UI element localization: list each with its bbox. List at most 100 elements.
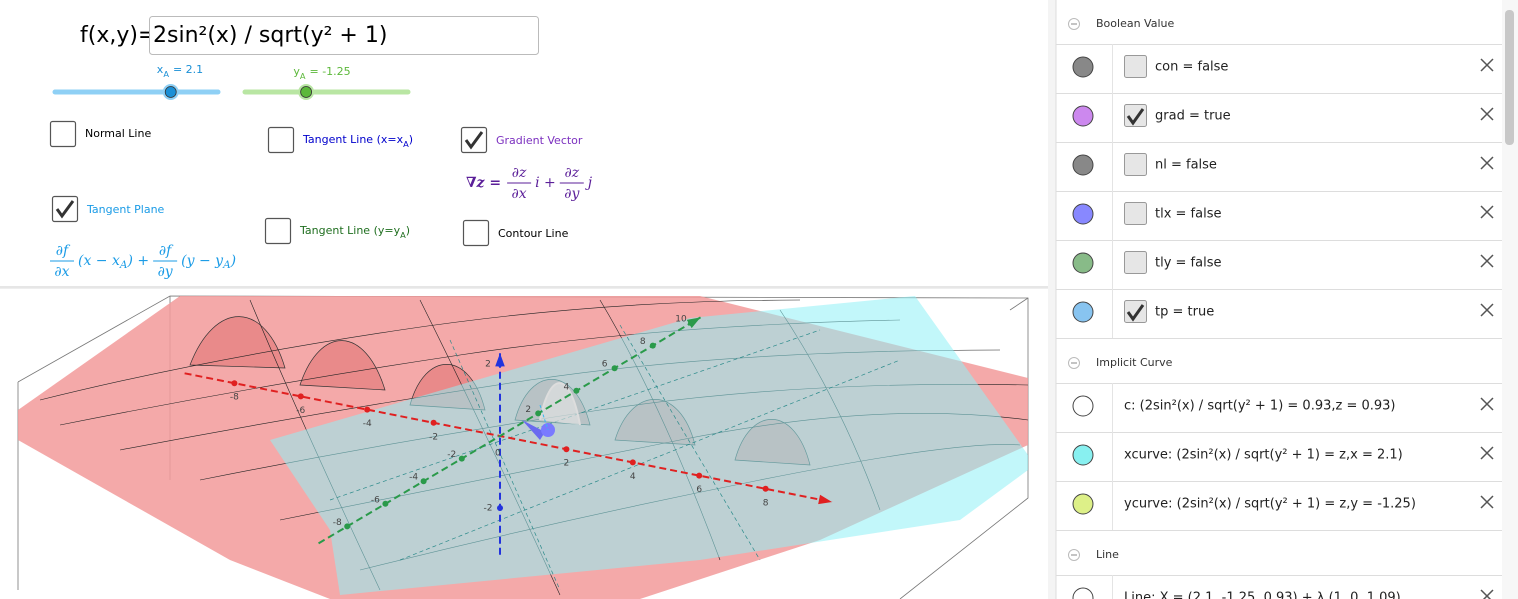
axis-tick: [458, 455, 465, 462]
axis-tick-label: 10: [675, 315, 687, 325]
checkbox[interactable]: [267, 126, 295, 154]
scrollbar-track: [1502, 0, 1518, 599]
formula-text: j: [585, 175, 593, 191]
checkbox[interactable]: [264, 217, 292, 245]
row-checkbox[interactable]: [1124, 202, 1147, 225]
axis-tick-label: 6: [696, 485, 702, 495]
row-checkbox[interactable]: [1124, 300, 1147, 323]
slider-knob[interactable]: [164, 86, 177, 98]
checkbox[interactable]: [51, 195, 79, 223]
delete-button[interactable]: [1480, 397, 1494, 411]
row-checkmark: [1126, 304, 1145, 322]
checkbox-label: Tangent Plane: [86, 203, 165, 216]
axis-tick-label: 2: [485, 360, 491, 370]
slider-label: xA = 2.1: [157, 63, 203, 79]
text-part: ): [230, 253, 236, 269]
text-part: Gradient Vector: [496, 134, 583, 147]
delete-button[interactable]: [1480, 58, 1494, 72]
axis-tick-label: -6: [296, 406, 305, 416]
visibility-toggle[interactable]: [1072, 203, 1094, 225]
axis-tick-label: 2: [564, 459, 570, 469]
input-value[interactable]: 2sin²(x) / sqrt(y² + 1): [153, 23, 387, 48]
checkbox-label: Gradient Vector: [496, 134, 583, 147]
gradient-vector: [522, 420, 545, 440]
axis-tick-label: -8: [333, 518, 342, 528]
scrollbar-thumb[interactable]: [1505, 10, 1514, 145]
axis-tick: [297, 393, 304, 400]
checkbox-label: Normal Line: [85, 127, 151, 140]
fraction-den: ∂x: [512, 186, 527, 202]
visibility-toggle[interactable]: [1072, 587, 1094, 599]
text-part: Normal Line: [85, 127, 151, 140]
normal-guide: [539, 404, 549, 431]
group-title: Boolean Value: [1096, 17, 1174, 30]
checkbox-label: Tangent Line (y=yA): [299, 224, 410, 240]
axis-tick: [231, 380, 238, 387]
axis-3d: [318, 316, 702, 545]
formula-text: ∇z =: [466, 175, 501, 191]
formula-text: (x − xA) +: [78, 253, 149, 271]
axis-tick-label: 4: [630, 472, 636, 482]
text-part: (x − x: [78, 253, 120, 269]
axis-tick: [696, 472, 703, 479]
row-checkbox[interactable]: [1124, 153, 1147, 176]
row-checkbox[interactable]: [1124, 251, 1147, 274]
subscript: A: [403, 139, 409, 149]
visibility-toggle[interactable]: [1072, 395, 1094, 417]
delete-button[interactable]: [1480, 107, 1494, 121]
delete-button[interactable]: [1480, 589, 1494, 599]
fraction-den: ∂y: [564, 186, 580, 202]
fraction-num: ∂f: [56, 243, 71, 259]
subscript: A: [222, 259, 231, 271]
delete-button[interactable]: [1480, 446, 1494, 460]
mesh-line: [619, 324, 761, 561]
row-checkbox[interactable]: [1124, 104, 1147, 127]
fraction-num: ∂z: [512, 165, 527, 181]
visibility-toggle[interactable]: [1072, 301, 1094, 323]
text-part: x: [157, 63, 164, 76]
delete-button[interactable]: [1480, 303, 1494, 317]
text-part: = -1.25: [309, 65, 350, 78]
checkbox[interactable]: [462, 219, 490, 247]
axis-tick-label: -6: [371, 495, 380, 505]
visibility-toggle[interactable]: [1072, 154, 1094, 176]
axis-tick: [497, 505, 503, 511]
checkbox[interactable]: [460, 126, 488, 154]
visibility-toggle[interactable]: [1072, 105, 1094, 127]
subscript: A: [300, 71, 306, 81]
row-text: grad = true: [1155, 109, 1231, 124]
checkbox[interactable]: [49, 120, 77, 148]
axis-tick-label: 2: [525, 405, 531, 415]
axis-tick: [649, 342, 656, 349]
delete-button[interactable]: [1480, 254, 1494, 268]
splitter[interactable]: [1048, 0, 1056, 599]
fraction-num: ∂f: [159, 243, 174, 259]
axis-tick: [364, 406, 371, 413]
formula-text: i +: [535, 175, 556, 191]
divider-shadow: [0, 288, 1048, 289]
visibility-toggle[interactable]: [1072, 56, 1094, 78]
row-checkmark: [1126, 108, 1145, 126]
axis-3d: [184, 372, 833, 503]
text-part: ): [409, 133, 413, 146]
slider-label: yA = -1.25: [293, 65, 350, 81]
mesh-line: [399, 359, 901, 561]
input-box[interactable]: [149, 16, 539, 55]
visibility-toggle[interactable]: [1072, 444, 1094, 466]
checkbox-label: Tangent Line (x=xA): [302, 133, 413, 149]
axis-tick: [382, 500, 389, 507]
delete-button[interactable]: [1480, 156, 1494, 170]
slider-knob[interactable]: [300, 86, 313, 98]
text-part: ) +: [126, 253, 149, 269]
axis-tick-label: -4: [363, 419, 372, 429]
delete-button[interactable]: [1480, 205, 1494, 219]
row-text: Line: X = (2.1, -1.25, 0.93) + λ (1, 0, …: [1124, 591, 1401, 599]
axis-tick-label: -2: [484, 504, 493, 514]
visibility-toggle[interactable]: [1072, 252, 1094, 274]
row-checkbox[interactable]: [1124, 55, 1147, 78]
axis-tick: [497, 361, 503, 367]
group-title: Implicit Curve: [1096, 356, 1173, 369]
delete-button[interactable]: [1480, 495, 1494, 509]
visibility-toggle[interactable]: [1072, 493, 1094, 515]
